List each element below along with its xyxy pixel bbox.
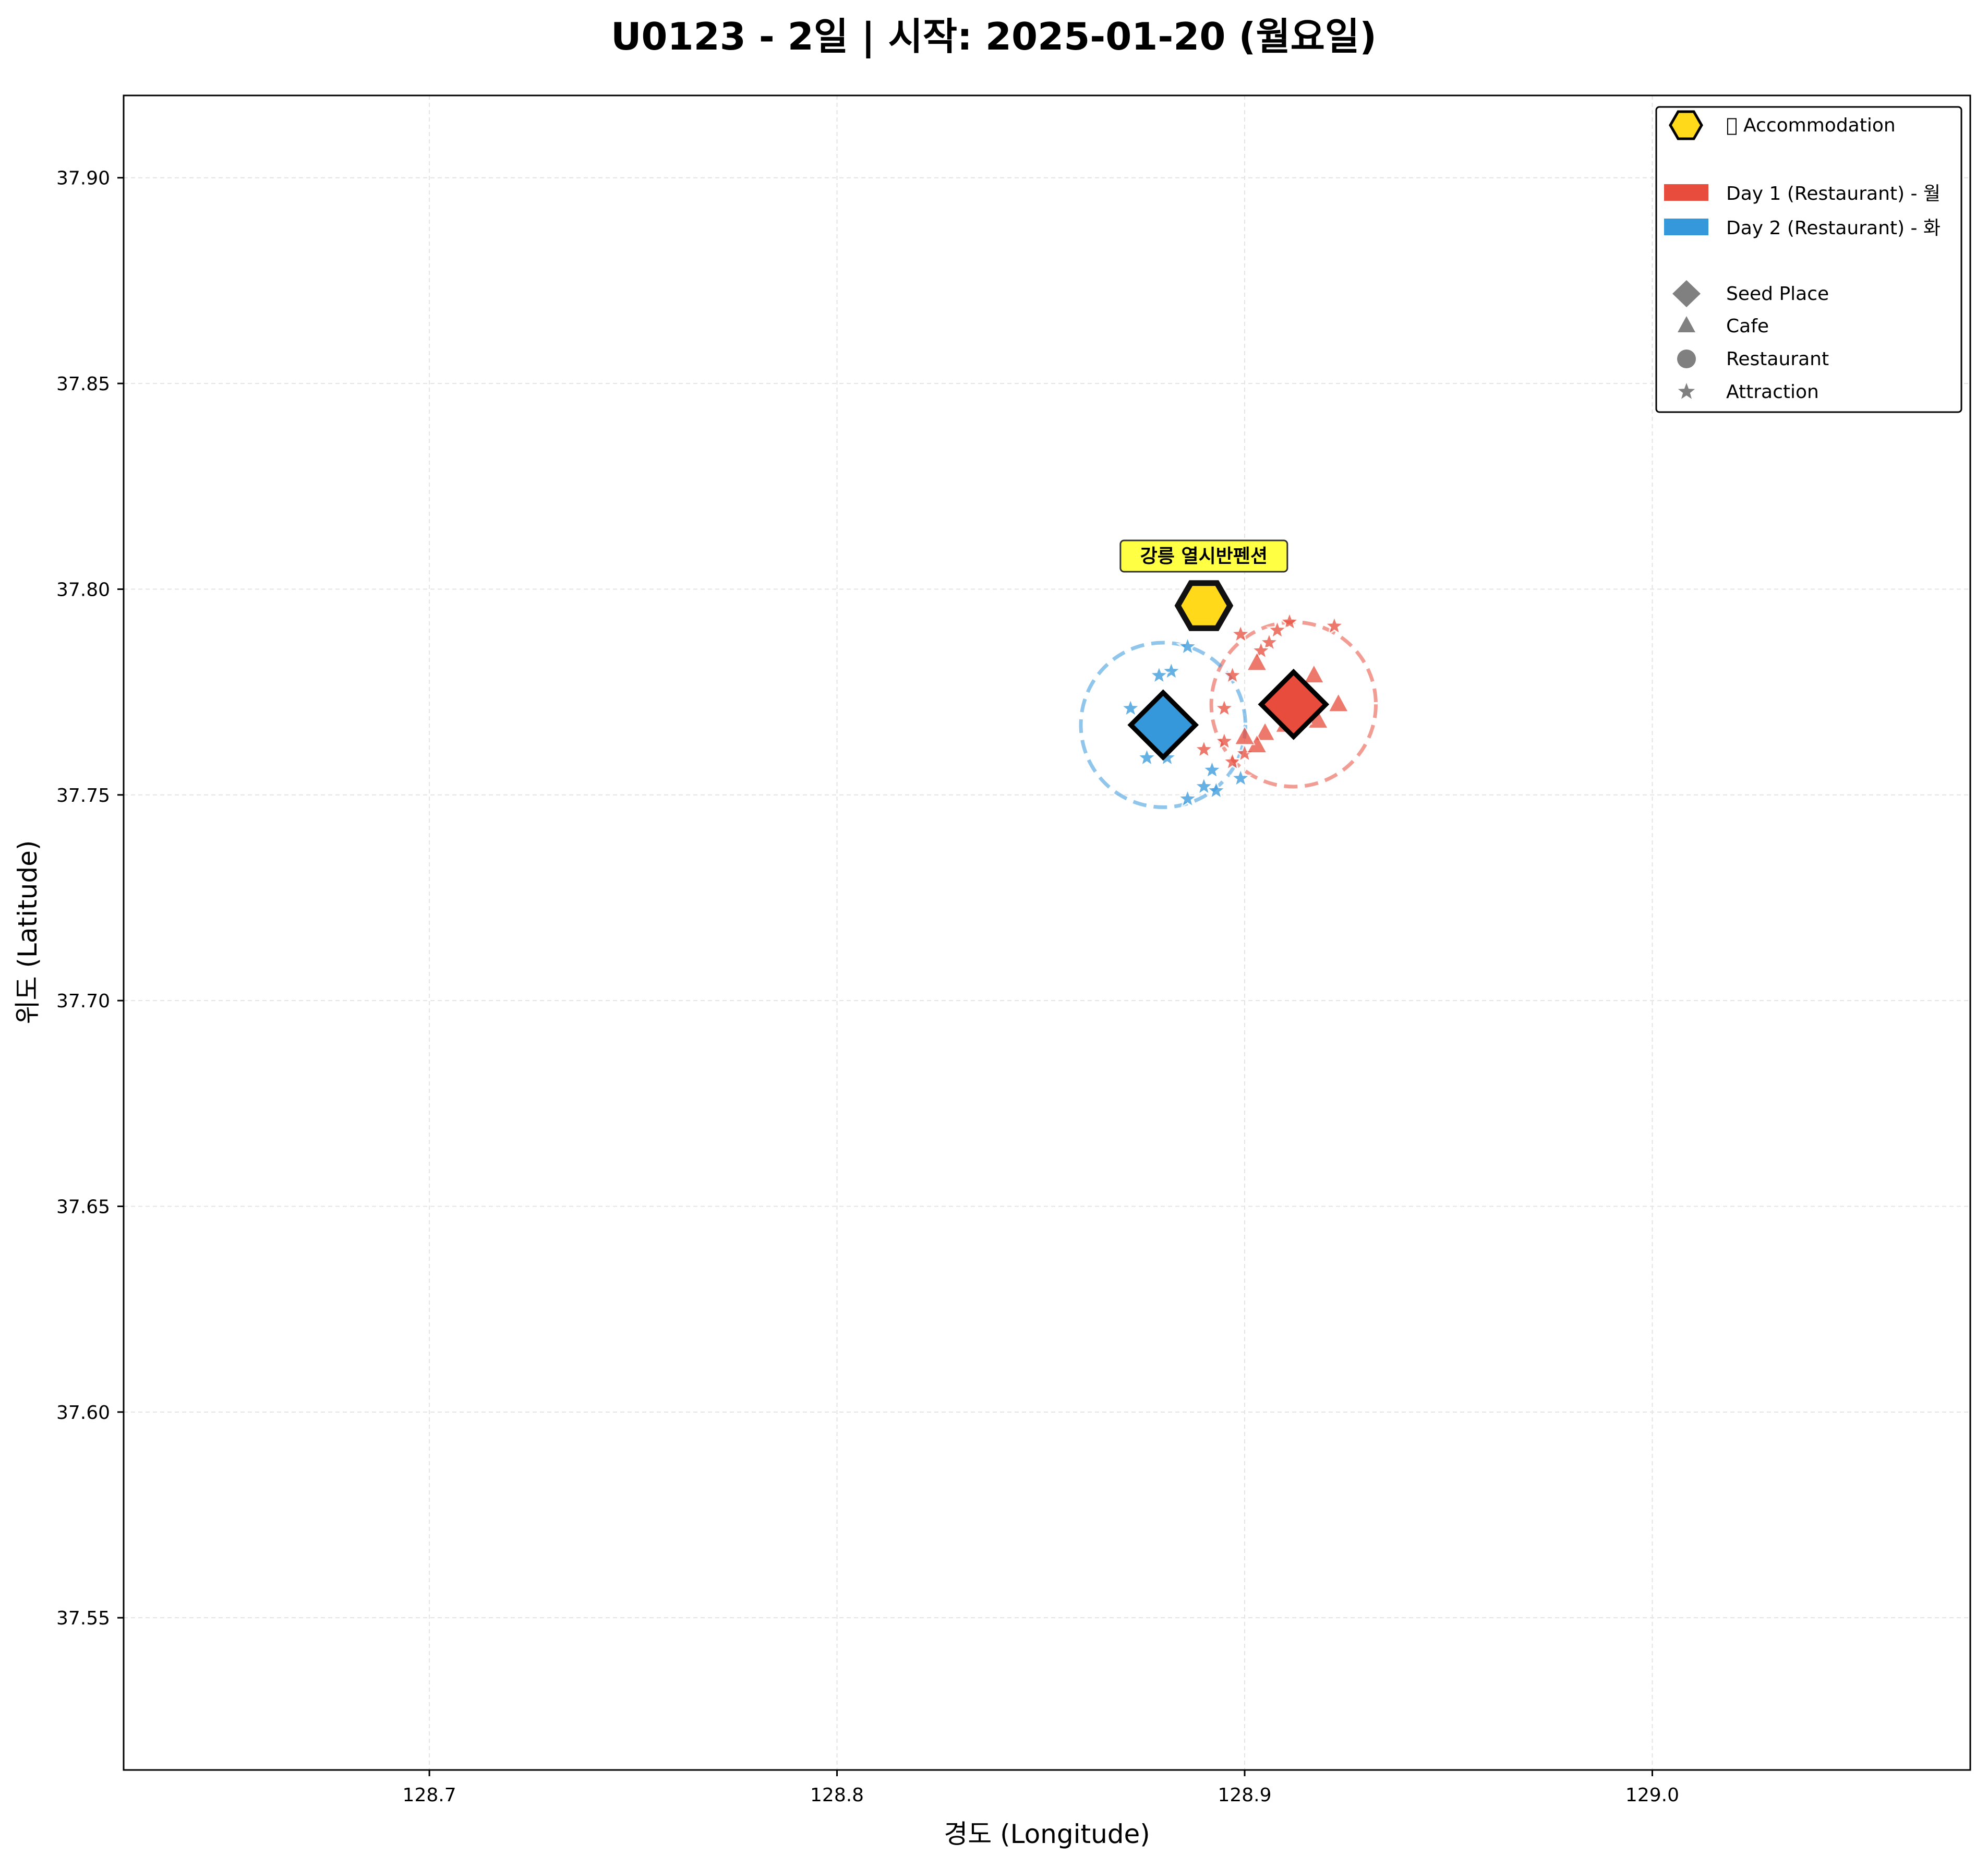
day2-attraction-star: [1176, 787, 1199, 809]
day1-attraction-star: [1257, 630, 1281, 653]
day2-attraction-star: [1147, 663, 1171, 685]
day1-attraction-star: [1192, 737, 1215, 760]
day1-cafe-triangle: [1246, 651, 1268, 671]
legend-day1-label: Day 1 (Restaurant) - 월: [1726, 183, 1941, 204]
place-markers: [1119, 610, 1350, 809]
day1-attraction-star: [1229, 622, 1252, 645]
y-tick-label: 37.75: [56, 785, 110, 806]
day1-cafe-triangle: [1303, 663, 1325, 684]
x-tick-label: 128.7: [403, 1785, 456, 1806]
day2-attraction-star: [1119, 696, 1142, 718]
day1-attraction-star: [1212, 696, 1236, 718]
legend-cafe-triangle-icon: [1678, 316, 1695, 332]
day1-cafe-triangle: [1328, 692, 1350, 713]
day1-seed-diamond: [1258, 668, 1330, 740]
legend-restaurant-label: Restaurant: [1726, 348, 1829, 370]
day2-attraction-star: [1229, 766, 1252, 789]
legend-day2-swatch: [1664, 219, 1708, 235]
day2-attraction-star: [1192, 774, 1215, 797]
y-axis-label: 위도 (Latitude): [13, 840, 43, 1025]
day1-cafe-triangle: [1234, 725, 1256, 745]
x-tick-label: 128.9: [1218, 1785, 1271, 1806]
x-tick-label: 128.8: [810, 1785, 864, 1806]
legend-box: [1655, 106, 1962, 413]
day1-attraction-star: [1266, 618, 1289, 641]
y-tick-label: 37.60: [56, 1402, 110, 1424]
legend-attraction-label: Attraction: [1726, 381, 1819, 403]
day1-attraction-star: [1212, 729, 1236, 752]
day1-attraction-star: [1322, 614, 1346, 636]
legend-accommodation-hexagon-icon: [1669, 110, 1703, 140]
day2-coverage-circle: [1079, 641, 1247, 809]
y-tick-label: 37.70: [56, 991, 110, 1012]
seed-markers: [1127, 668, 1330, 761]
day2-attraction-star: [1160, 659, 1183, 681]
legend-restaurant-circle-icon: [1677, 350, 1696, 368]
y-tick-label: 37.80: [56, 579, 110, 600]
x-axis-label: 경도 (Longitude): [944, 1819, 1150, 1849]
chart-title: U0123 - 2일 | 시작: 2025-01-20 (월요일): [611, 15, 1377, 59]
y-tick-label: 37.65: [56, 1196, 110, 1218]
accommodation-hexagon-icon: [1174, 580, 1234, 631]
day1-attraction-star: [1278, 610, 1302, 632]
x-tick-label: 129.0: [1625, 1785, 1679, 1806]
legend-seed-label: Seed Place: [1726, 283, 1829, 305]
grid: [124, 95, 1970, 1770]
y-tick-label: 37.90: [56, 168, 110, 189]
accommodation-label-box: [1119, 539, 1288, 573]
axis-ticks: 128.7 128.8 128.9 129.0 37.55 37.60 37.65 37.70…: [56, 168, 1679, 1806]
legend-seed-diamond-icon: [1672, 280, 1701, 307]
y-tick-label: 37.85: [56, 374, 110, 395]
day2-attraction-star: [1176, 634, 1199, 657]
y-tick-label: 37.55: [56, 1608, 110, 1629]
day2-attraction-star: [1135, 745, 1159, 768]
legend-cafe-label: Cafe: [1726, 316, 1769, 337]
accommodation-label: 강릉 열시반펜션: [1140, 546, 1268, 567]
legend:   Accommodation Day 1 (Restaurant) - 월 D…: [1655, 106, 1962, 413]
day1-attraction-star: [1249, 639, 1273, 661]
day2-attraction-star: [1200, 758, 1224, 780]
day1-attraction-star: [1221, 663, 1244, 685]
day1-cafe-triangle: [1254, 721, 1276, 741]
accommodation-group: 강릉 열시반펜션: [1119, 539, 1288, 631]
legend-accommodation-label:   Accommodation: [1726, 115, 1896, 136]
day2-seed-diamond: [1127, 689, 1199, 761]
plot-frame: [123, 94, 1971, 1771]
legend-attraction-star-icon: [1678, 383, 1695, 399]
legend-day2-label: Day 2 (Restaurant) - 화: [1726, 218, 1941, 239]
legend-day1-swatch: [1664, 184, 1708, 201]
